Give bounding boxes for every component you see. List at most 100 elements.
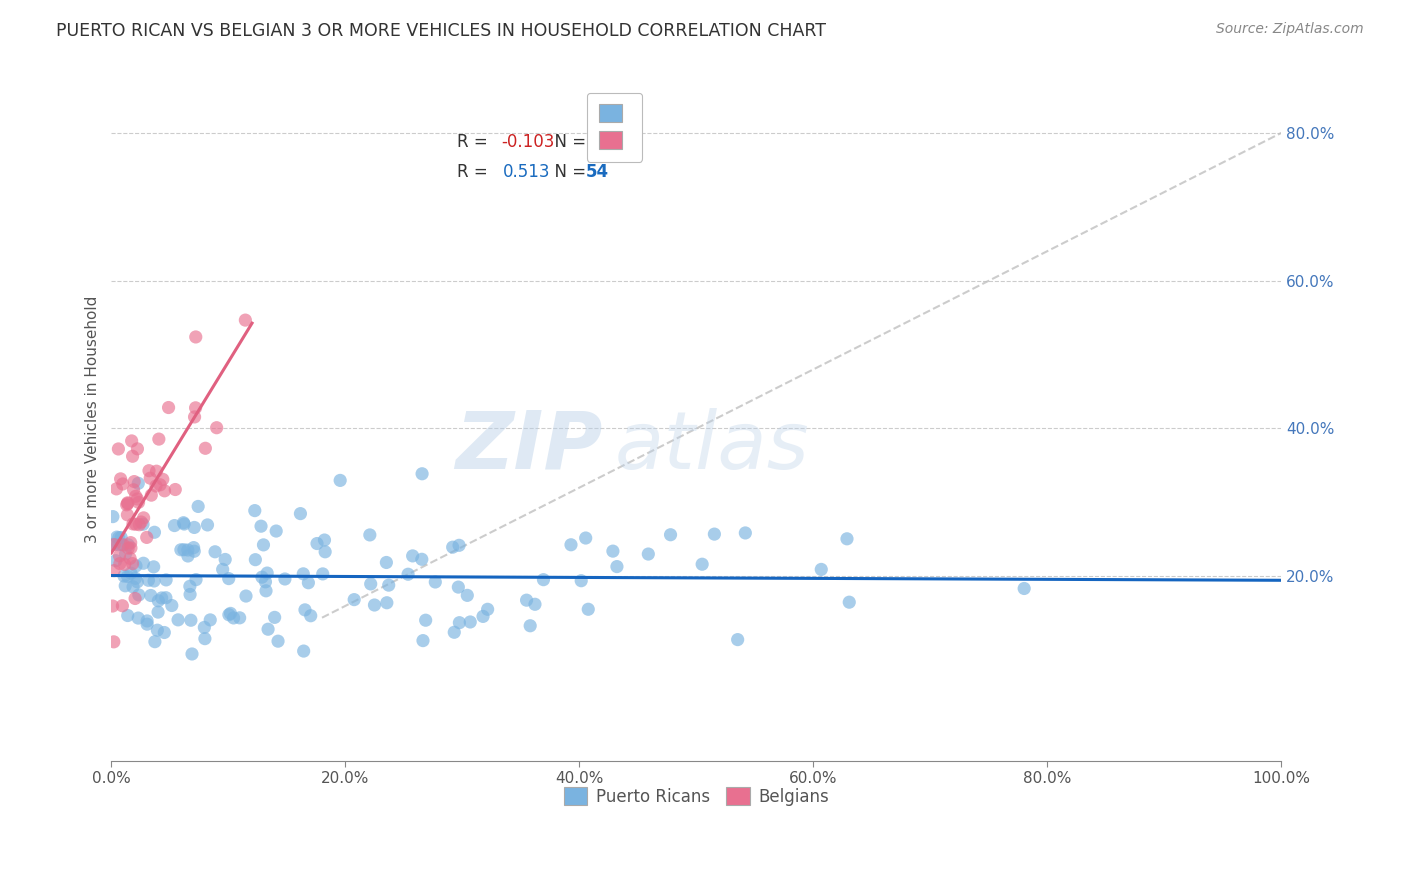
Point xyxy=(117,496,139,510)
Point xyxy=(252,538,274,552)
Point xyxy=(117,569,139,583)
Point xyxy=(703,527,725,541)
Point xyxy=(184,330,207,344)
Point xyxy=(146,623,169,637)
Point xyxy=(569,574,592,588)
Text: PUERTO RICAN VS BELGIAN 3 OR MORE VEHICLES IN HOUSEHOLD CORRELATION CHART: PUERTO RICAN VS BELGIAN 3 OR MORE VEHICL… xyxy=(56,22,827,40)
Point xyxy=(125,558,148,573)
Point xyxy=(117,608,139,623)
Point xyxy=(143,525,166,540)
Point xyxy=(184,573,207,587)
Point xyxy=(127,611,149,625)
Point xyxy=(160,599,183,613)
Point xyxy=(173,516,195,531)
Point xyxy=(516,593,538,607)
Point xyxy=(120,541,142,555)
Point xyxy=(690,558,713,572)
Point xyxy=(183,409,205,424)
Point xyxy=(167,613,190,627)
Point xyxy=(254,574,277,589)
Point xyxy=(121,434,143,448)
Point xyxy=(235,589,257,603)
Point xyxy=(359,528,381,542)
Point xyxy=(122,516,145,531)
Point xyxy=(576,602,599,616)
Point xyxy=(727,632,749,647)
Point xyxy=(443,625,465,640)
Point xyxy=(659,527,682,541)
Point xyxy=(138,464,160,478)
Point xyxy=(141,488,163,502)
Point xyxy=(121,557,143,571)
Point xyxy=(305,536,328,550)
Point xyxy=(120,551,142,566)
Point xyxy=(363,598,385,612)
Point xyxy=(250,519,273,533)
Point xyxy=(105,530,128,544)
Point xyxy=(179,579,201,593)
Point xyxy=(132,556,155,570)
Point xyxy=(219,607,242,621)
Point xyxy=(139,471,162,485)
Point xyxy=(179,587,201,601)
Point xyxy=(107,442,129,456)
Point xyxy=(360,577,382,591)
Point xyxy=(1012,582,1035,596)
Point xyxy=(449,615,471,630)
Point xyxy=(533,573,555,587)
Point xyxy=(228,611,250,625)
Point xyxy=(329,474,352,488)
Point xyxy=(127,574,149,589)
Text: -0.103: -0.103 xyxy=(501,134,554,152)
Point xyxy=(838,595,860,609)
Point xyxy=(267,634,290,648)
Point xyxy=(111,599,134,613)
Y-axis label: 3 or more Vehicles in Household: 3 or more Vehicles in Household xyxy=(86,295,100,543)
Point xyxy=(456,588,478,602)
Point xyxy=(292,566,315,581)
Point xyxy=(115,498,138,512)
Point xyxy=(415,613,437,627)
Point xyxy=(343,592,366,607)
Point xyxy=(177,549,200,563)
Point xyxy=(127,476,149,491)
Point xyxy=(125,517,148,532)
Point xyxy=(139,589,162,603)
Point xyxy=(314,533,336,547)
Point xyxy=(110,531,132,545)
Point xyxy=(250,570,273,584)
Point xyxy=(211,562,233,576)
Point xyxy=(148,594,170,608)
Text: atlas: atlas xyxy=(614,408,810,485)
Point xyxy=(183,544,205,558)
Point xyxy=(101,599,124,613)
Point xyxy=(153,483,176,498)
Point xyxy=(107,531,129,545)
Point xyxy=(204,545,226,559)
Text: Source: ZipAtlas.com: Source: ZipAtlas.com xyxy=(1216,22,1364,37)
Point xyxy=(104,554,127,568)
Point xyxy=(138,574,160,588)
Text: 137: 137 xyxy=(585,134,620,152)
Point xyxy=(124,571,146,585)
Point xyxy=(146,605,169,619)
Point xyxy=(136,617,159,632)
Point xyxy=(412,633,434,648)
Point xyxy=(122,483,145,497)
Point xyxy=(101,509,124,524)
Point xyxy=(193,620,215,634)
Point xyxy=(122,475,145,489)
Point xyxy=(114,579,136,593)
Point xyxy=(606,559,628,574)
Text: R =: R = xyxy=(457,134,492,152)
Point xyxy=(155,591,177,605)
Point xyxy=(128,588,150,602)
Point xyxy=(149,477,172,491)
Point xyxy=(472,609,495,624)
Point xyxy=(297,575,319,590)
Point xyxy=(222,611,245,625)
Point xyxy=(299,608,322,623)
Point xyxy=(117,538,139,552)
Point xyxy=(425,574,447,589)
Point xyxy=(121,450,143,464)
